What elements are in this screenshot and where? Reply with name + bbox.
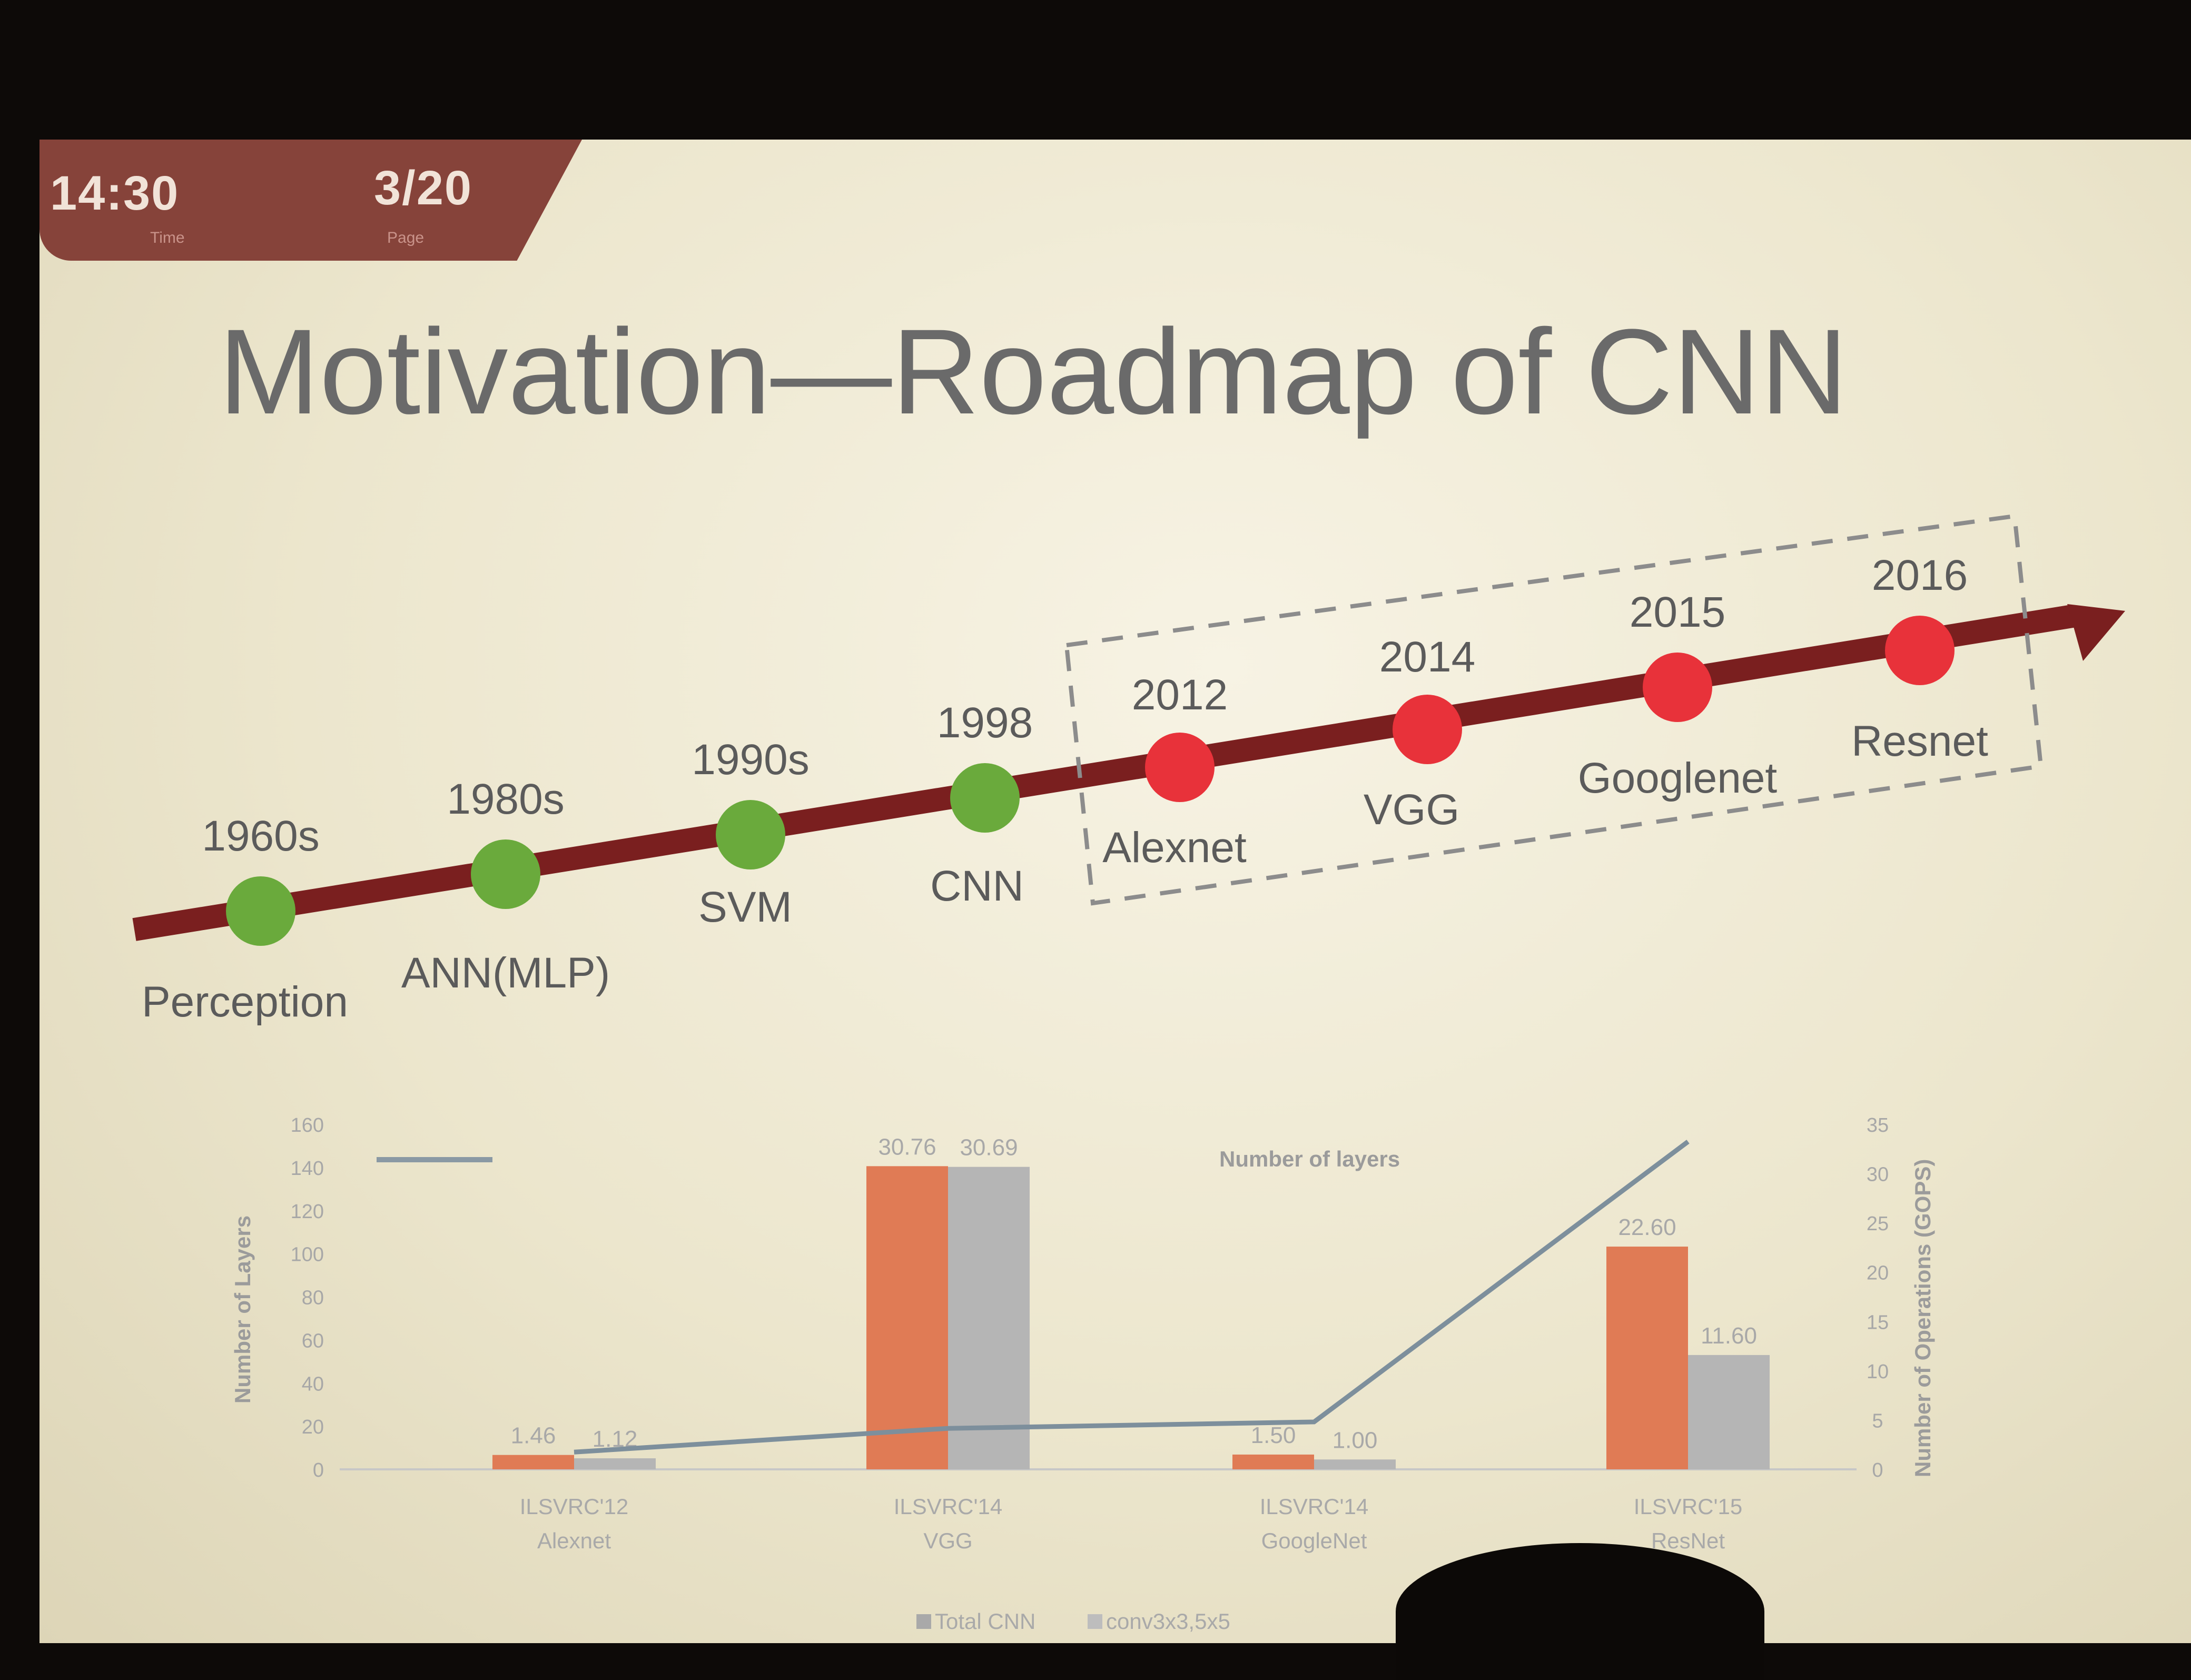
timeline-dot-3 (950, 763, 1020, 833)
right-tick-6: 30 (1867, 1164, 1889, 1186)
timeline-label-6: Googlenet (1578, 754, 1778, 802)
left-tick-6: 120 (291, 1201, 324, 1223)
clock-time: 14:30 (50, 166, 180, 220)
right-tick-7: 35 (1867, 1114, 1889, 1137)
category-label-3-1: ResNet (1651, 1528, 1725, 1553)
timeline-year-2: 1990s (692, 736, 809, 784)
timeline-dot-2 (716, 800, 785, 869)
left-tick-5: 100 (291, 1244, 324, 1266)
legend-total-cnn: Total CNN (935, 1609, 1035, 1634)
timeline-dot-4 (1145, 733, 1215, 802)
timeline-dot-5 (1393, 695, 1462, 764)
chart-right-axis: 0 5 10 15 20 25 30 35 (1867, 1114, 1889, 1481)
timeline-year-3: 1998 (937, 699, 1033, 747)
timeline-year-1: 1980s (447, 775, 564, 823)
bar-0-2 (1232, 1454, 1314, 1469)
chart-y-right-label: Number of Operations (GOPS) (1910, 1159, 1935, 1477)
category-label-1-1: VGG (923, 1528, 972, 1553)
right-tick-1: 5 (1872, 1410, 1883, 1432)
bar-label-0-2: 1.50 (1251, 1422, 1296, 1448)
bar-label-0-3: 22.60 (1618, 1214, 1676, 1240)
photo-frame: 14:30 Time 3/20 Page Motivation—Roadmap … (40, 140, 2191, 1643)
chart-left-axis: 0 20 40 60 80 100 120 140 160 (291, 1114, 324, 1481)
category-label-1-0: ILSVRC'14 (894, 1494, 1002, 1519)
timeline-label-4: Alexnet (1102, 824, 1247, 872)
slide-title: Motivation—Roadmap of CNN (219, 304, 1848, 439)
clock-caption: Time (150, 229, 185, 246)
chart-y-left-label: Number of Layers (230, 1215, 255, 1404)
bar-label-0-1: 30.76 (878, 1134, 936, 1160)
timeline-label-7: Resnet (1851, 717, 1988, 765)
bar-0-3 (1606, 1247, 1688, 1469)
timeline-year-7: 2016 (1872, 551, 1968, 599)
page-caption: Page (387, 229, 425, 246)
bar-1-0 (574, 1458, 656, 1469)
bar-label-1-2: 1.00 (1333, 1427, 1378, 1453)
bar-label-0-0: 1.46 (511, 1423, 556, 1449)
bar-1-1 (948, 1167, 1030, 1469)
left-tick-0: 0 (313, 1459, 324, 1481)
legend-swatch-total (916, 1614, 931, 1629)
right-tick-5: 25 (1867, 1213, 1889, 1235)
left-tick-1: 20 (302, 1416, 324, 1438)
left-tick-7: 140 (291, 1158, 324, 1180)
chart-legend-line-label: Number of layers (1219, 1147, 1400, 1171)
timeline-label-5: VGG (1364, 786, 1459, 834)
page-counter: 3/20 (374, 161, 473, 215)
right-tick-3: 15 (1867, 1311, 1889, 1333)
right-tick-4: 20 (1867, 1262, 1889, 1284)
timeline-dot-1 (471, 839, 540, 909)
timeline-dot-7 (1885, 616, 1955, 685)
layers-line (574, 1140, 1690, 1455)
legend-swatch-conv (1088, 1614, 1102, 1629)
timeline-dot-0 (226, 876, 295, 946)
right-tick-0: 0 (1872, 1459, 1883, 1481)
timeline-label-1: ANN(MLP) (401, 949, 610, 997)
chart-line-series (574, 1140, 1690, 1455)
right-tick-2: 10 (1867, 1361, 1889, 1383)
timeline-arrowhead (2067, 604, 2125, 661)
chart-legend-bottom: Total CNN conv3x3,5x5 (916, 1609, 1230, 1634)
slide-graphics: Motivation—Roadmap of CNN 1960s Perceptio… (132, 304, 2125, 1634)
timeline-year-4: 2012 (1132, 671, 1228, 719)
header-badge: 14:30 Time 3/20 Page (40, 140, 582, 261)
left-tick-8: 160 (291, 1114, 324, 1137)
bar-1-3 (1688, 1355, 1770, 1469)
chart-categories: ILSVRC'12 Alexnet ILSVRC'14 VGG ILSVRC'14 Goo… (520, 1494, 1742, 1553)
bar-1-2 (1314, 1459, 1396, 1469)
timeline-arrow-line (132, 605, 2075, 941)
bar-label-1-3: 11.60 (1701, 1323, 1757, 1349)
foreground-shadow (1396, 1543, 1764, 1680)
category-label-0-0: ILSVRC'12 (520, 1494, 628, 1519)
timeline-milestones: 1960s Perception 1980s ANN(MLP) 1990s SVM 1998… (142, 551, 1988, 1026)
left-tick-2: 40 (302, 1373, 324, 1395)
timeline-year-0: 1960s (202, 812, 319, 860)
category-label-2-0: ILSVRC'14 (1260, 1494, 1368, 1519)
bar-0-0 (492, 1455, 574, 1469)
left-tick-3: 60 (302, 1330, 324, 1352)
timeline-dot-6 (1643, 653, 1712, 722)
bar-0-1 (866, 1166, 948, 1469)
timeline-year-5: 2014 (1379, 633, 1475, 681)
bar-label-1-1: 30.69 (960, 1135, 1018, 1161)
presentation-slide: 14:30 Time 3/20 Page Motivation—Roadmap … (40, 140, 2191, 1643)
category-label-3-0: ILSVRC'15 (1634, 1494, 1742, 1519)
timeline-label-3: CNN (930, 862, 1024, 910)
legend-conv: conv3x3,5x5 (1106, 1609, 1230, 1634)
timeline-label-0: Perception (142, 978, 348, 1026)
category-label-0-1: Alexnet (537, 1528, 611, 1553)
timeline-year-6: 2015 (1630, 588, 1725, 636)
category-label-2-1: GoogleNet (1261, 1528, 1367, 1553)
timeline-label-2: SVM (698, 883, 792, 931)
left-tick-4: 80 (302, 1287, 324, 1309)
